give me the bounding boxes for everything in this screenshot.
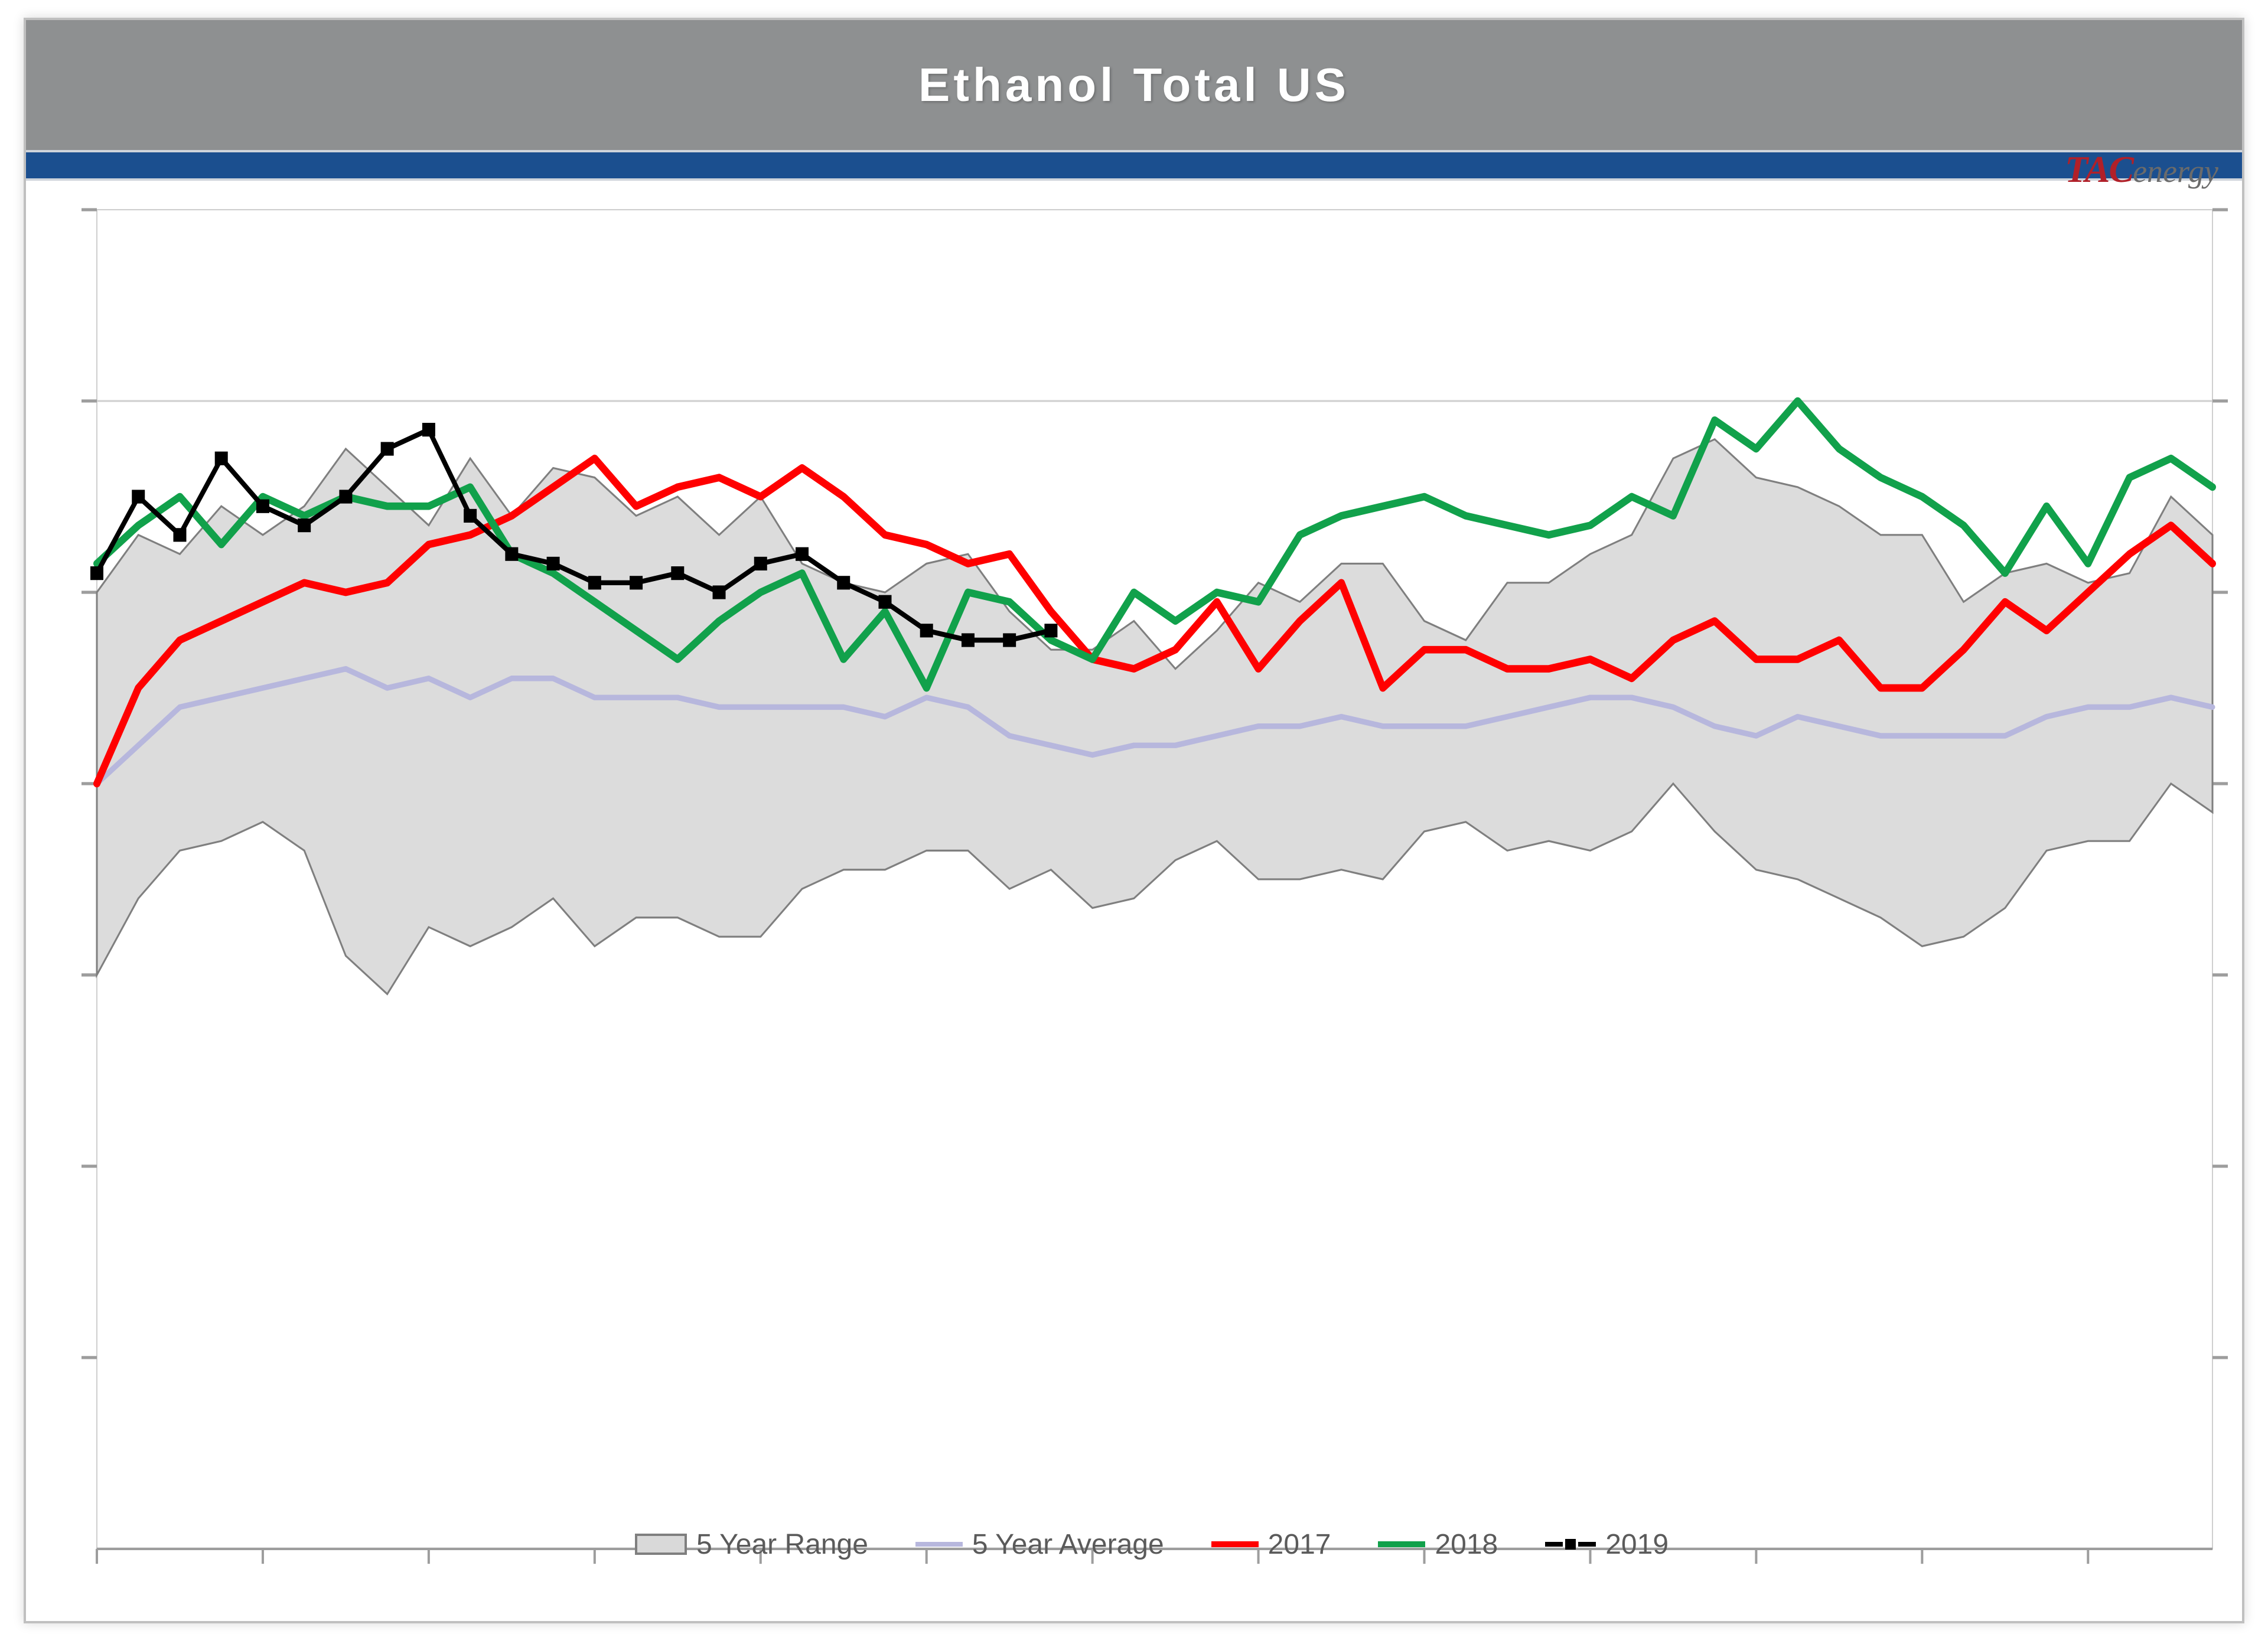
title-bar: Ethanol Total US TACenergy [26,20,2242,150]
legend-label: 5 Year Range [696,1528,868,1561]
legend-label: 2017 [1268,1528,1331,1561]
legend-item-range: 5 Year Range [635,1528,868,1561]
legend-label: 5 Year Average [972,1528,1164,1561]
green-line-icon [1378,1541,1425,1547]
black-marker-line-icon [1545,1539,1596,1550]
legend-label: 2018 [1435,1528,1498,1561]
legend-item-2018: 2018 [1378,1528,1498,1561]
legend-label: 2019 [1605,1528,1669,1561]
accent-strip [26,150,2242,181]
legend-item-avg: 5 Year Average [915,1528,1164,1561]
brand-logo: TACenergy [2065,148,2218,191]
logo-primary: TAC [2065,148,2133,190]
avg-line-icon [915,1542,963,1547]
legend: 5 Year Range 5 Year Average 2017 2018 [73,1515,2230,1574]
figure-frame: Ethanol Total US TACenergy 5 Year Range … [0,0,2268,1647]
chart-svg [73,197,2230,1574]
legend-item-2019: 2019 [1545,1528,1669,1561]
chart-title: Ethanol Total US [918,58,1350,112]
legend-item-2017: 2017 [1211,1528,1331,1561]
range-swatch-icon [635,1534,687,1555]
chart-panel: Ethanol Total US TACenergy 5 Year Range … [24,18,2244,1623]
red-line-icon [1211,1541,1259,1547]
plot-area: 5 Year Range 5 Year Average 2017 2018 [73,197,2230,1574]
logo-secondary: energy [2133,154,2218,189]
